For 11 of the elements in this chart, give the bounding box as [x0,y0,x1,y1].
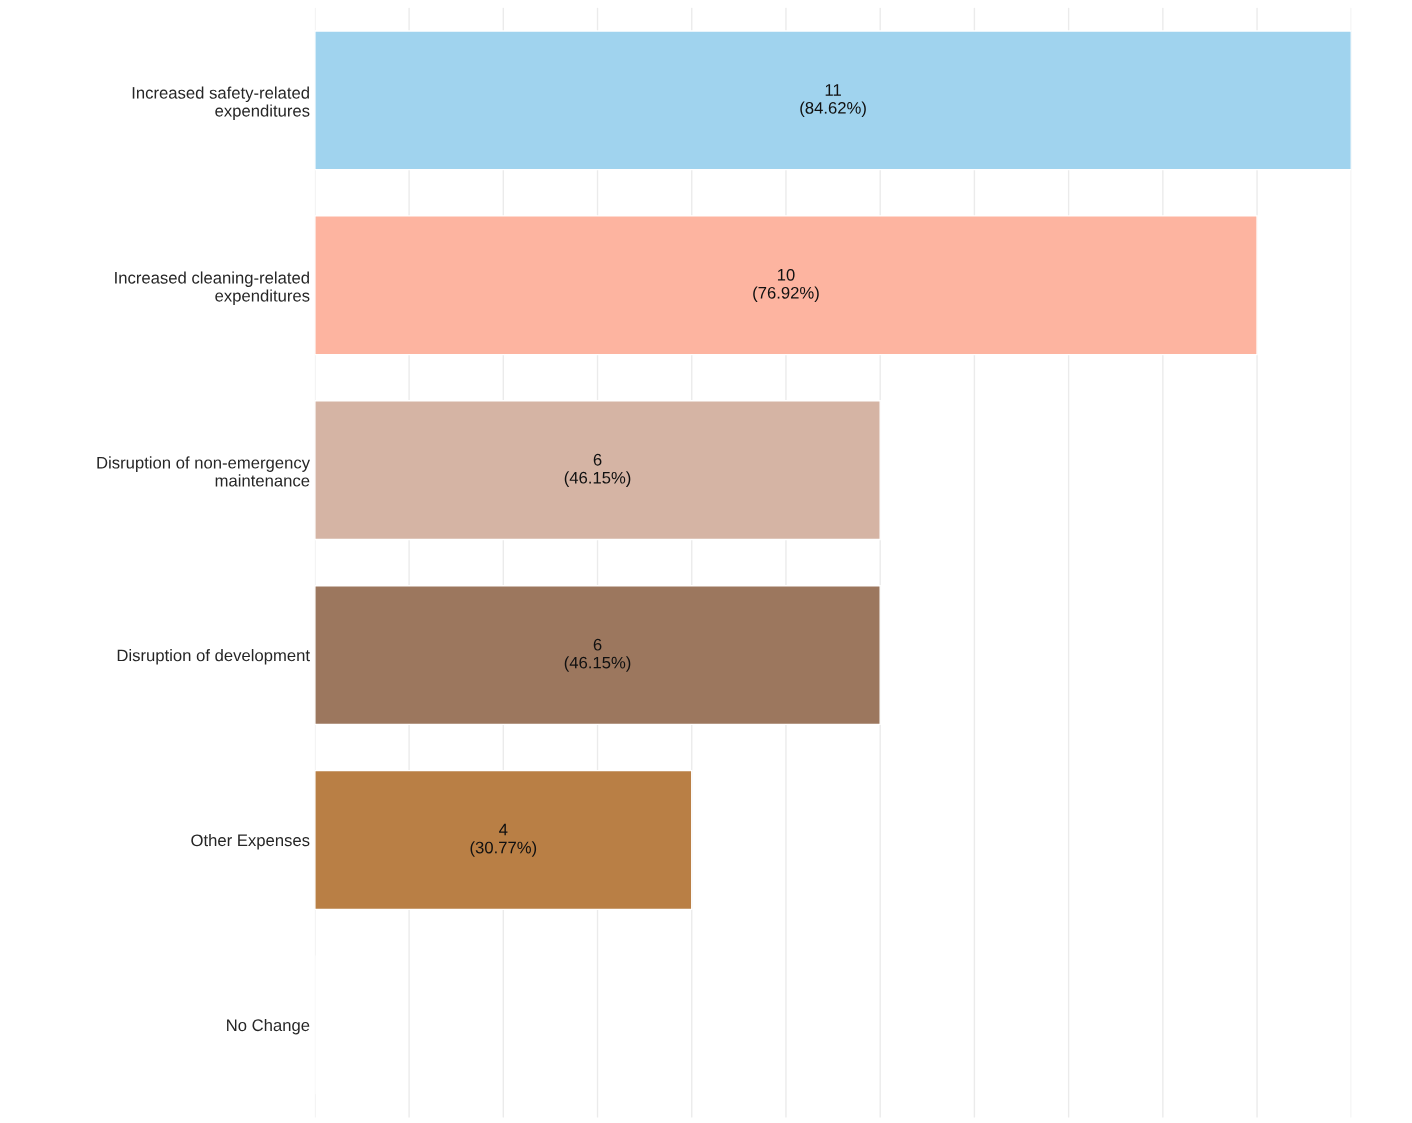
data-label: 10 (76.92%) [753,268,819,302]
y-tick-label: Disruption of non-emergency maintenance [97,456,310,487]
data-label: 6 (46.15%) [564,453,631,487]
data-label: 4 (30.77%) [470,823,537,857]
y-tick-label: Disruption of development [117,649,310,665]
y-tick-label: Other Expenses [191,833,310,850]
data-label: 11 (84.62%) [800,84,866,118]
data-label: 6 (46.15%) [564,638,631,672]
y-tick-label: No Change [227,1018,310,1035]
y-tick-label: Increased cleaning-related expenditures [115,271,310,305]
y-tick-label: Increased safety-related expenditures [132,86,310,120]
